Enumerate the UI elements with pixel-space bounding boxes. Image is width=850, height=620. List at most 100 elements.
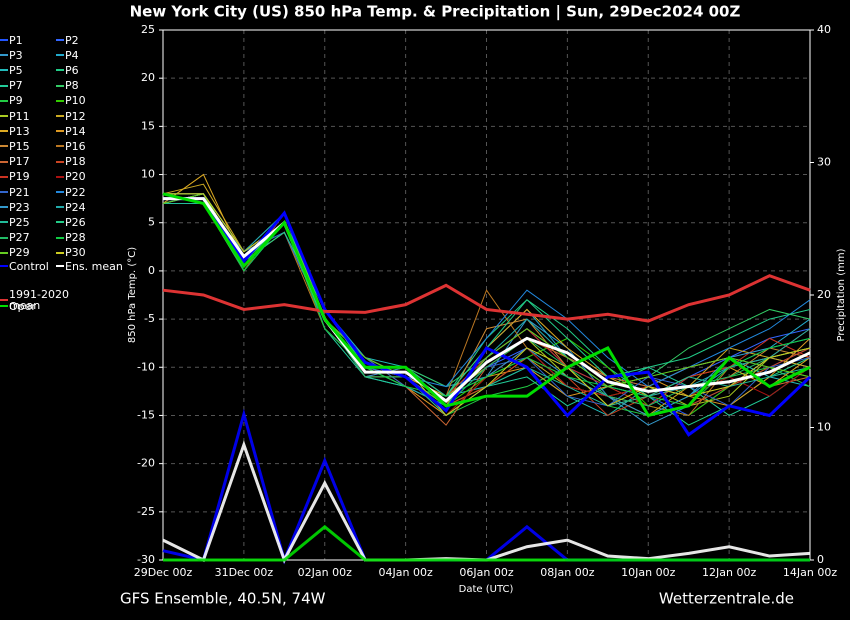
legend-swatch	[0, 84, 8, 87]
legend-entry: P20	[56, 170, 86, 184]
y2-tick-label: 10	[817, 421, 831, 434]
legend-label: P22	[65, 185, 86, 199]
legend-entry: 1991-2020 mean	[0, 289, 69, 311]
legend-label: Ens. mean	[65, 259, 123, 273]
legend-swatch	[0, 305, 8, 307]
legend-label: P10	[65, 94, 86, 108]
legend-swatch	[56, 175, 64, 178]
y-axis-label: 850 hPa Temp. (°C)	[127, 247, 138, 343]
legend-swatch	[0, 160, 8, 163]
y-tick-label: -5	[144, 312, 155, 325]
legend-label: P11	[9, 109, 30, 123]
legend-swatch	[0, 145, 8, 148]
legend-swatch	[0, 191, 8, 193]
legend-entry: P5	[0, 64, 23, 76]
x-axis-label: Date (UTC)	[459, 584, 514, 595]
legend-label: P28	[65, 231, 86, 245]
legend-entry: P12	[56, 110, 86, 122]
legend-entry: P18	[56, 155, 86, 169]
legend-entry: P13	[0, 125, 30, 137]
y-tick-label: -20	[137, 457, 155, 470]
temp-line	[163, 197, 811, 403]
legend-swatch	[56, 206, 64, 209]
legend-swatch	[56, 54, 64, 57]
legend-entry: Oper	[0, 300, 36, 312]
y2-axis-label: Precipitation (mm)	[836, 248, 847, 341]
legend-label: P20	[65, 170, 86, 184]
y-tick-label: 20	[141, 71, 155, 84]
y-tick-label: 25	[141, 23, 155, 36]
y2-tick-label: 0	[817, 553, 824, 566]
legend-swatch	[56, 84, 64, 87]
legend-entry: P3	[0, 49, 23, 61]
legend-entry: P29	[0, 246, 30, 260]
y2-tick-label: 30	[817, 156, 831, 169]
legend-entry: P22	[56, 186, 86, 198]
chart-title: New York City (US) 850 hPa Temp. & Preci…	[130, 3, 741, 22]
legend-label: P25	[9, 215, 30, 229]
legend-entry: P11	[0, 110, 30, 122]
legend-swatch	[56, 265, 64, 267]
legend-entry: P23	[0, 201, 30, 213]
temp-line	[162, 192, 811, 418]
legend-label: P9	[9, 94, 23, 108]
legend-swatch	[56, 221, 64, 224]
x-tick-label: 04Jan 00z	[379, 566, 433, 579]
legend-swatch	[0, 251, 8, 254]
temp-line	[163, 197, 812, 437]
legend-label: P13	[9, 124, 30, 138]
legend-entry: P7	[0, 79, 23, 93]
legend-entry: P28	[56, 231, 86, 245]
x-tick-label: 12Jan 00z	[702, 566, 756, 579]
legend-label: P29	[9, 246, 30, 260]
y-tick-label: 15	[141, 119, 155, 132]
y-tick-label: -15	[137, 408, 155, 421]
legend-swatch	[0, 236, 8, 239]
legend-entry: P10	[56, 94, 86, 108]
legend-entry: P19	[0, 171, 30, 182]
legend-label: P2	[65, 33, 79, 47]
legend-entry: P9	[0, 94, 23, 108]
legend-label: Oper	[9, 299, 36, 313]
legend-entry: P8	[56, 80, 79, 91]
legend-entry: P30	[56, 247, 86, 258]
legend-swatch	[0, 115, 8, 117]
legend-entry: P14	[56, 125, 86, 137]
legend-swatch	[0, 206, 8, 209]
y-tick-label: -10	[137, 360, 155, 373]
legend-swatch	[56, 236, 64, 239]
legend-swatch	[0, 39, 8, 41]
legend-swatch	[0, 130, 8, 133]
legend-swatch	[56, 160, 64, 163]
temp-line	[162, 274, 811, 323]
legend-swatch	[56, 130, 64, 133]
legend-label: P21	[9, 185, 30, 199]
legend-entry: P15	[0, 140, 30, 152]
legend-entry: P6	[56, 64, 79, 76]
legend-entry: P26	[56, 216, 86, 228]
legend-label: P1	[9, 33, 23, 47]
legend-entry: P16	[56, 140, 86, 152]
legend-swatch	[56, 39, 64, 41]
legend-label: P3	[9, 48, 23, 62]
legend-swatch	[0, 69, 8, 72]
legend-label: P14	[65, 124, 86, 138]
x-tick-label: 02Jan 00z	[298, 566, 352, 579]
legend-label: P6	[65, 63, 79, 77]
x-tick-label: 06Jan 00z	[459, 566, 513, 579]
y-tick-label: 10	[141, 168, 155, 181]
legend-swatch	[56, 191, 64, 193]
legend-label: P4	[65, 48, 79, 62]
legend-swatch	[0, 99, 8, 102]
x-tick-label: 29Dec 00z	[134, 566, 193, 579]
precip-line	[163, 524, 810, 562]
legend-label: P18	[65, 155, 86, 169]
legend-label: P12	[65, 109, 86, 123]
legend-label: P24	[65, 200, 86, 214]
y-tick-label: -30	[137, 553, 155, 566]
legend-label: P7	[9, 79, 23, 93]
legend-label: P27	[9, 231, 30, 245]
legend-swatch	[56, 69, 64, 72]
